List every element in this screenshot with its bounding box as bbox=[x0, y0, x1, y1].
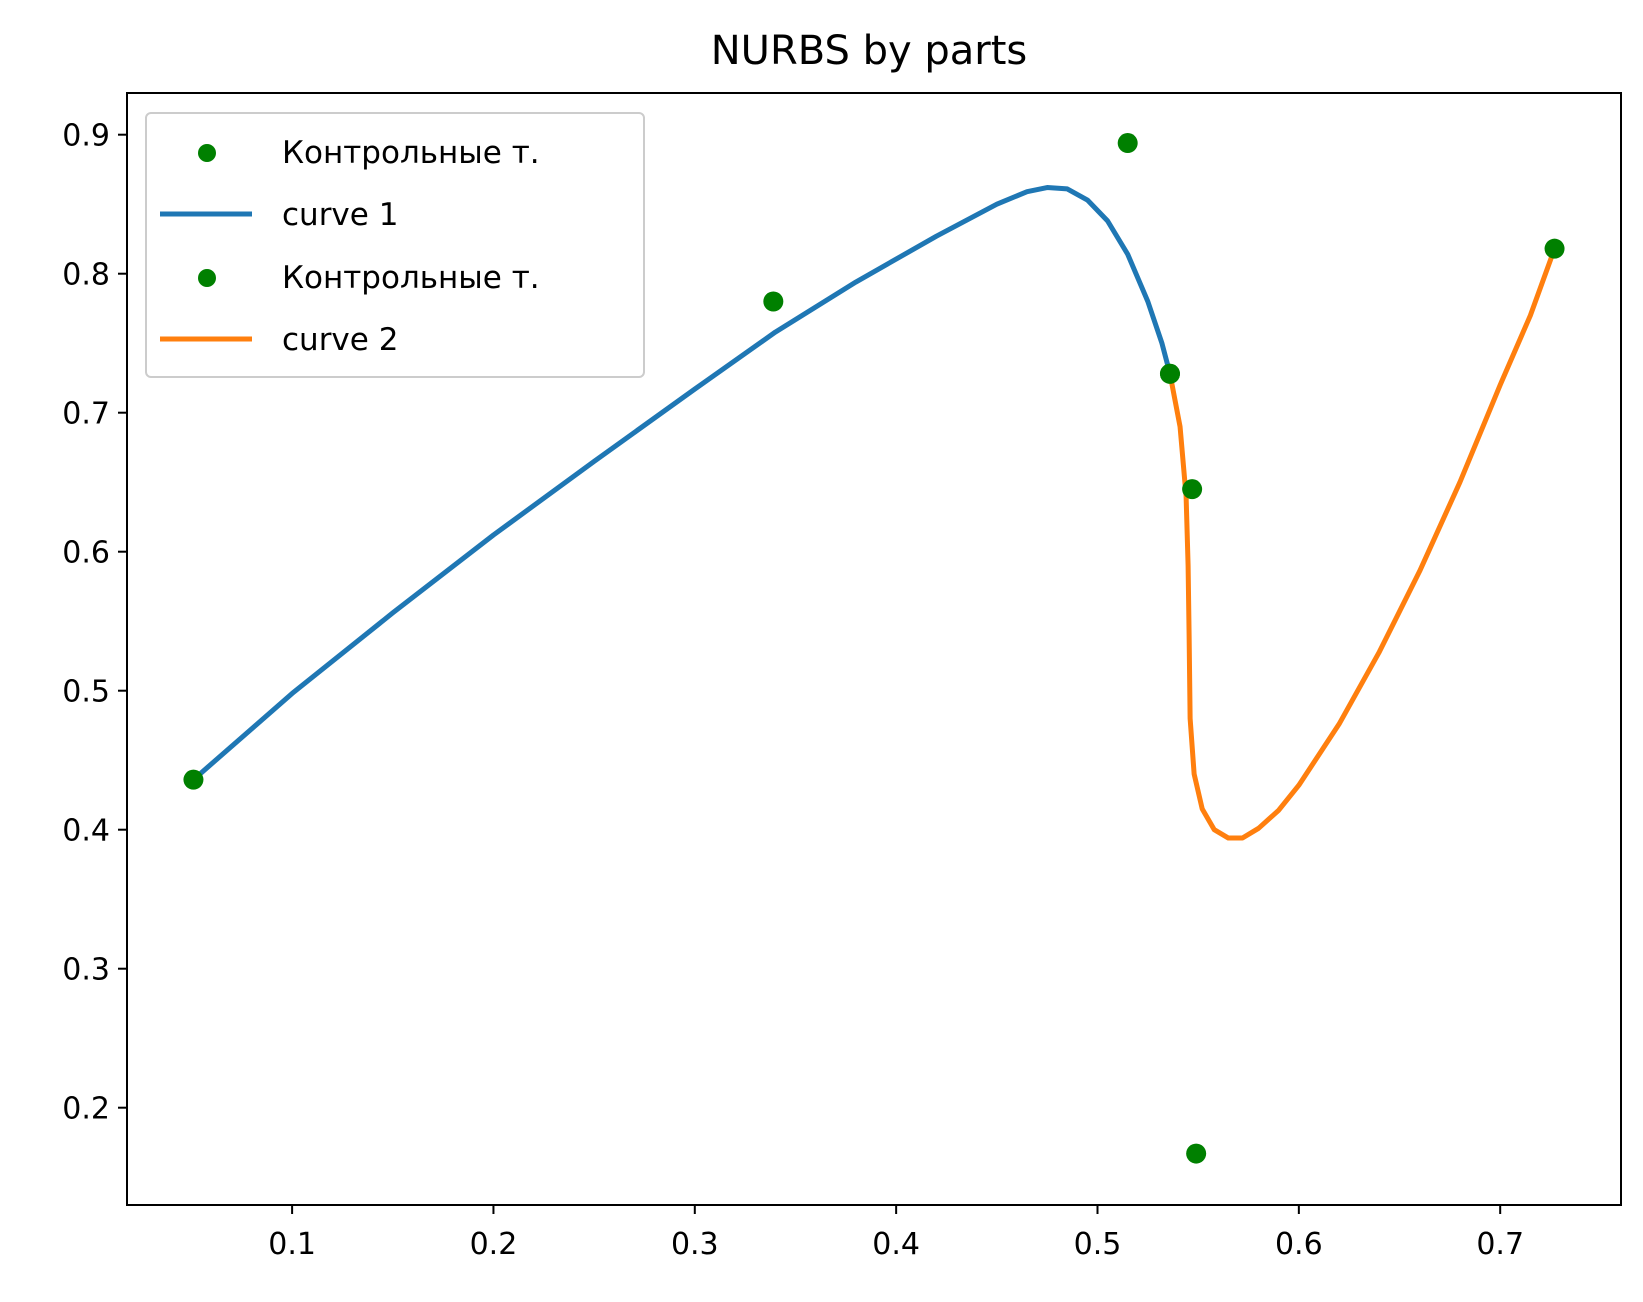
plot-area bbox=[183, 133, 1565, 1164]
y-tick-label-5: 0.6 bbox=[62, 536, 110, 571]
x-tick-label-7: 0.7 bbox=[1476, 1227, 1524, 1262]
x-tick-label-3: 0.3 bbox=[671, 1227, 719, 1262]
x-tick-label-5: 0.5 bbox=[1074, 1227, 1122, 1262]
control-point-group-1-1 bbox=[183, 769, 204, 790]
x-tick-label-6: 0.6 bbox=[1275, 1227, 1323, 1262]
y-tick-label-1: 0.2 bbox=[62, 1092, 110, 1127]
y-tick-label-3: 0.4 bbox=[62, 814, 110, 849]
legend-label-control-points-1: Контрольные т. bbox=[282, 135, 540, 171]
control-point-group-1-2 bbox=[763, 291, 784, 312]
control-point-group-2-1 bbox=[1159, 363, 1180, 384]
chart-title: NURBS by parts bbox=[711, 28, 1027, 74]
x-tick-label-2: 0.2 bbox=[470, 1227, 518, 1262]
x-tick-label-4: 0.4 bbox=[872, 1227, 920, 1262]
y-tick-label-8: 0.9 bbox=[62, 119, 110, 154]
control-point-group-1-3 bbox=[1117, 133, 1138, 154]
axes-frame bbox=[126, 92, 1622, 1206]
legend-label-curve-2: curve 2 bbox=[282, 322, 398, 358]
y-tick-label-2: 0.3 bbox=[62, 953, 110, 988]
control-point-group-2-2 bbox=[1182, 479, 1203, 500]
control-point-group-2-4 bbox=[1544, 238, 1565, 259]
x-tick-label-1: 0.1 bbox=[268, 1227, 316, 1262]
control-point-group-2-3 bbox=[1186, 1143, 1207, 1164]
axis-ticks: 0.1 0.2 0.3 0.4 0.5 0.6 0.7 0.2 0.3 0.4 0.5 0.6 0.7 0… bbox=[62, 119, 1524, 1262]
legend-frame bbox=[145, 112, 645, 378]
curve-2-line bbox=[1167, 245, 1558, 841]
curve-1-line bbox=[189, 185, 1174, 784]
legend-marker-control-points-1 bbox=[198, 144, 216, 162]
legend-label-control-points-2: Контрольные т. bbox=[282, 260, 540, 296]
legend-label-curve-1: curve 1 bbox=[282, 197, 398, 233]
y-tick-label-6: 0.7 bbox=[62, 397, 110, 432]
legend-marker-control-points-2 bbox=[198, 269, 216, 287]
y-tick-label-4: 0.5 bbox=[62, 675, 110, 710]
y-tick-label-7: 0.8 bbox=[62, 258, 110, 293]
legend: Контрольные т. curve 1 Контрольные т. cu… bbox=[145, 112, 645, 378]
